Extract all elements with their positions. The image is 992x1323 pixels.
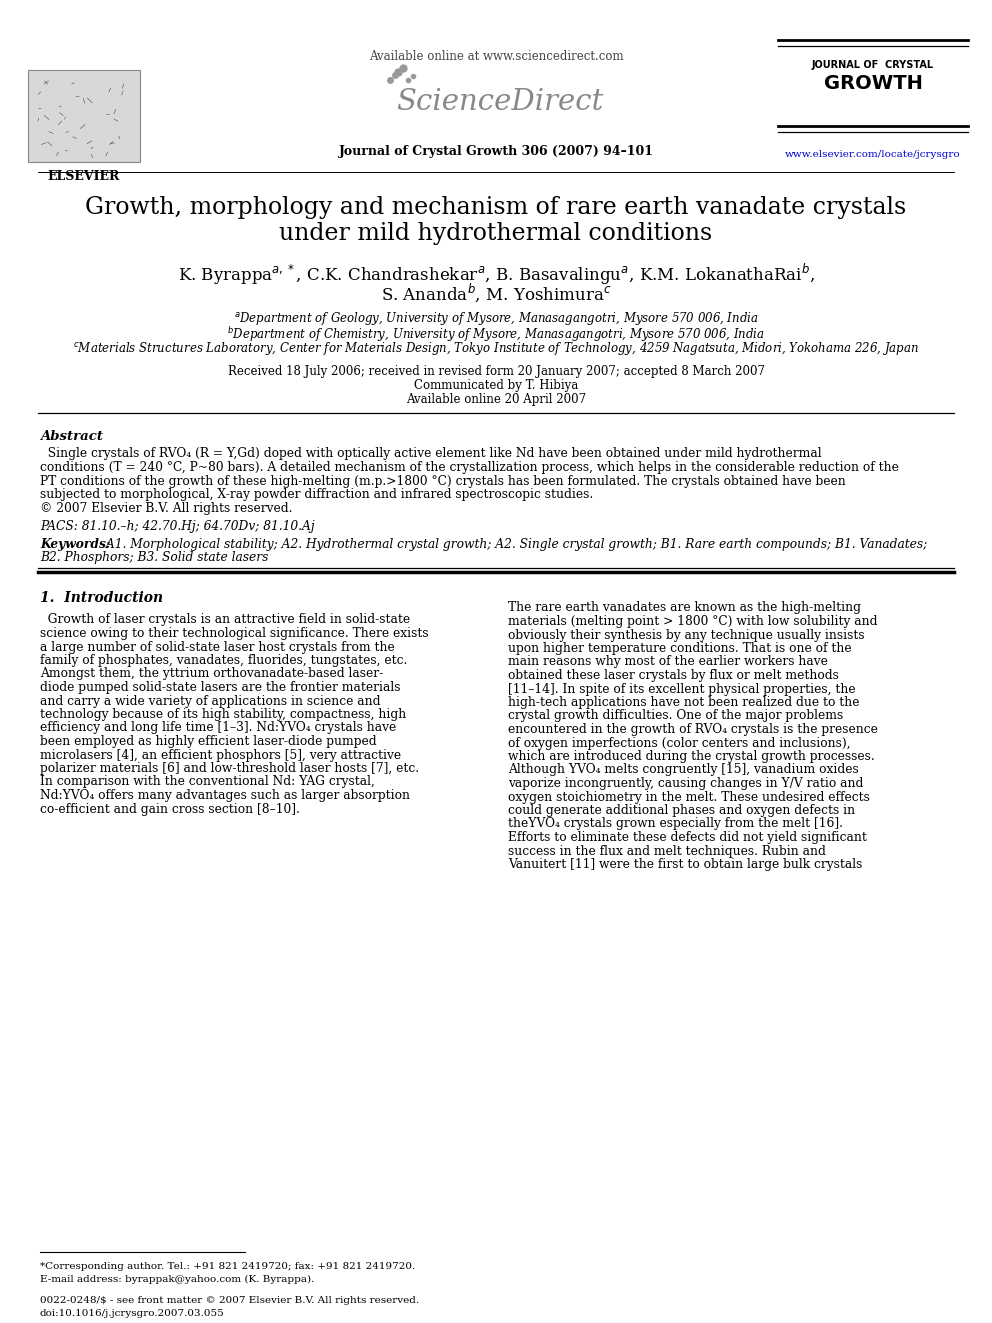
- Text: ELSEVIER: ELSEVIER: [48, 169, 120, 183]
- Text: Although YVO₄ melts congruently [15], vanadium oxides: Although YVO₄ melts congruently [15], va…: [508, 763, 859, 777]
- Text: PT conditions of the growth of these high-melting (m.p.>1800 °C) crystals has be: PT conditions of the growth of these hig…: [40, 475, 846, 488]
- Text: B2. Phosphors; B3. Solid state lasers: B2. Phosphors; B3. Solid state lasers: [40, 552, 269, 565]
- Text: Available online 20 April 2007: Available online 20 April 2007: [406, 393, 586, 406]
- Text: main reasons why most of the earlier workers have: main reasons why most of the earlier wor…: [508, 655, 828, 668]
- Text: Efforts to eliminate these defects did not yield significant: Efforts to eliminate these defects did n…: [508, 831, 867, 844]
- Bar: [28, 70, 140, 161]
- Text: Growth of laser crystals is an attractive field in solid-state: Growth of laser crystals is an attractiv…: [40, 614, 410, 627]
- Text: 1.  Introduction: 1. Introduction: [40, 591, 163, 606]
- Text: Keywords:: Keywords:: [40, 538, 110, 550]
- Text: subjected to morphological, X-ray powder diffraction and infrared spectroscopic : subjected to morphological, X-ray powder…: [40, 488, 593, 501]
- Text: a large number of solid-state laser host crystals from the: a large number of solid-state laser host…: [40, 640, 395, 654]
- Text: $^{c}$Materials Structures Laboratory, Center for Materials Design, Tokyo Instit: $^{c}$Materials Structures Laboratory, C…: [72, 340, 920, 357]
- Text: Single crystals of RVO₄ (R = Y,Gd) doped with optically active element like Nd h: Single crystals of RVO₄ (R = Y,Gd) doped…: [40, 447, 821, 460]
- Text: conditions (T = 240 °C, P~80 bars). A detailed mechanism of the crystallization : conditions (T = 240 °C, P~80 bars). A de…: [40, 460, 899, 474]
- Text: Available online at www.sciencedirect.com: Available online at www.sciencedirect.co…: [369, 50, 623, 64]
- Text: Received 18 July 2006; received in revised form 20 January 2007; accepted 8 Marc: Received 18 July 2006; received in revis…: [227, 365, 765, 378]
- Text: been employed as highly efficient laser-diode pumped: been employed as highly efficient laser-…: [40, 736, 377, 747]
- Text: encountered in the growth of RVO₄ crystals is the presence: encountered in the growth of RVO₄ crysta…: [508, 722, 878, 736]
- Text: high-tech applications have not been realized due to the: high-tech applications have not been rea…: [508, 696, 859, 709]
- Text: ScienceDirect: ScienceDirect: [397, 89, 604, 116]
- Text: polarizer materials [6] and low-threshold laser hosts [7], etc.: polarizer materials [6] and low-threshol…: [40, 762, 420, 775]
- Text: 0022-0248/$ - see front matter © 2007 Elsevier B.V. All rights reserved.: 0022-0248/$ - see front matter © 2007 El…: [40, 1297, 420, 1304]
- Text: [11–14]. In spite of its excellent physical properties, the: [11–14]. In spite of its excellent physi…: [508, 683, 856, 696]
- Text: JOURNAL OF  CRYSTAL: JOURNAL OF CRYSTAL: [811, 60, 934, 70]
- Text: science owing to their technological significance. There exists: science owing to their technological sig…: [40, 627, 429, 640]
- Text: oxygen stoichiometry in the melt. These undesired effects: oxygen stoichiometry in the melt. These …: [508, 791, 870, 803]
- Text: In comparison with the conventional Nd: YAG crystal,: In comparison with the conventional Nd: …: [40, 775, 375, 789]
- Text: efficiency and long life time [1–3]. Nd:YVO₄ crystals have: efficiency and long life time [1–3]. Nd:…: [40, 721, 396, 734]
- Text: Amongst them, the yttrium orthovanadate-based laser-: Amongst them, the yttrium orthovanadate-…: [40, 668, 383, 680]
- Text: co-efficient and gain cross section [8–10].: co-efficient and gain cross section [8–1…: [40, 803, 300, 815]
- Text: E-mail address: byrappak@yahoo.com (K. Byrappa).: E-mail address: byrappak@yahoo.com (K. B…: [40, 1275, 314, 1285]
- Text: obtained these laser crystals by flux or melt methods: obtained these laser crystals by flux or…: [508, 669, 839, 681]
- Text: www.elsevier.com/locate/jcrysgro: www.elsevier.com/locate/jcrysgro: [786, 149, 961, 159]
- Text: doi:10.1016/j.jcrysgro.2007.03.055: doi:10.1016/j.jcrysgro.2007.03.055: [40, 1308, 225, 1318]
- Text: © 2007 Elsevier B.V. All rights reserved.: © 2007 Elsevier B.V. All rights reserved…: [40, 503, 293, 515]
- Text: Growth, morphology and mechanism of rare earth vanadate crystals: Growth, morphology and mechanism of rare…: [85, 196, 907, 220]
- Text: theYVO₄ crystals grown especially from the melt [16].: theYVO₄ crystals grown especially from t…: [508, 818, 843, 831]
- Text: of oxygen imperfections (color centers and inclusions),: of oxygen imperfections (color centers a…: [508, 737, 850, 750]
- Text: Nd:YVO₄ offers many advantages such as larger absorption: Nd:YVO₄ offers many advantages such as l…: [40, 789, 410, 802]
- Text: diode pumped solid-state lasers are the frontier materials: diode pumped solid-state lasers are the …: [40, 681, 401, 695]
- Text: K. Byrappa$^{a,*}$, C.K. Chandrashekar$^{a}$, B. Basavalingu$^{a}$, K.M. Lokanat: K. Byrappa$^{a,*}$, C.K. Chandrashekar$^…: [178, 262, 814, 287]
- Text: A1. Morphological stability; A2. Hydrothermal crystal growth; A2. Single crystal: A1. Morphological stability; A2. Hydroth…: [102, 538, 928, 550]
- Text: Abstract: Abstract: [40, 430, 103, 443]
- Text: S. Ananda$^{b}$, M. Yoshimura$^{c}$: S. Ananda$^{b}$, M. Yoshimura$^{c}$: [381, 280, 611, 303]
- Text: *Corresponding author. Tel.: +91 821 2419720; fax: +91 821 2419720.: *Corresponding author. Tel.: +91 821 241…: [40, 1262, 416, 1271]
- Text: success in the flux and melt techniques. Rubin and: success in the flux and melt techniques.…: [508, 844, 826, 857]
- Text: Communicated by T. Hibiya: Communicated by T. Hibiya: [414, 378, 578, 392]
- Text: family of phosphates, vanadates, fluorides, tungstates, etc.: family of phosphates, vanadates, fluorid…: [40, 654, 408, 667]
- Text: upon higher temperature conditions. That is one of the: upon higher temperature conditions. That…: [508, 642, 851, 655]
- Text: $^{b}$Department of Chemistry, University of Mysore, Manasagangotri, Mysore 570 : $^{b}$Department of Chemistry, Universit…: [227, 325, 765, 344]
- Text: $^{a}$Department of Geology, University of Mysore, Manasagangotri, Mysore 570 00: $^{a}$Department of Geology, University …: [234, 310, 758, 327]
- Text: The rare earth vanadates are known as the high-melting: The rare earth vanadates are known as th…: [508, 602, 861, 614]
- Text: GROWTH: GROWTH: [823, 74, 923, 93]
- Text: PACS: 81.10.–h; 42.70.Hj; 64.70Dv; 81.10.Aj: PACS: 81.10.–h; 42.70.Hj; 64.70Dv; 81.10…: [40, 520, 314, 533]
- Text: Vanuitert [11] were the first to obtain large bulk crystals: Vanuitert [11] were the first to obtain …: [508, 859, 862, 871]
- Text: crystal growth difficulties. One of the major problems: crystal growth difficulties. One of the …: [508, 709, 843, 722]
- Text: could generate additional phases and oxygen defects in: could generate additional phases and oxy…: [508, 804, 855, 818]
- Text: materials (melting point > 1800 °C) with low solubility and: materials (melting point > 1800 °C) with…: [508, 615, 878, 628]
- Text: vaporize incongruently, causing changes in Y/V ratio and: vaporize incongruently, causing changes …: [508, 777, 863, 790]
- Text: and carry a wide variety of applications in science and: and carry a wide variety of applications…: [40, 695, 381, 708]
- Text: Journal of Crystal Growth 306 (2007) 94–101: Journal of Crystal Growth 306 (2007) 94–…: [338, 146, 654, 157]
- Text: technology because of its high stability, compactness, high: technology because of its high stability…: [40, 708, 407, 721]
- Text: under mild hydrothermal conditions: under mild hydrothermal conditions: [280, 222, 712, 245]
- Text: which are introduced during the crystal growth processes.: which are introduced during the crystal …: [508, 750, 875, 763]
- Text: microlasers [4], an efficient phosphors [5], very attractive: microlasers [4], an efficient phosphors …: [40, 749, 401, 762]
- Text: obviously their synthesis by any technique usually insists: obviously their synthesis by any techniq…: [508, 628, 865, 642]
